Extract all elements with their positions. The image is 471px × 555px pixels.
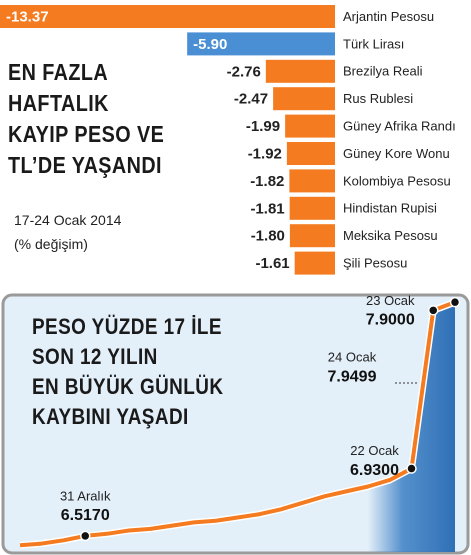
category-label: Şili Pesosu	[343, 256, 407, 271]
bar	[289, 196, 335, 220]
value-label: 6.9300	[350, 462, 399, 479]
bar	[289, 169, 335, 193]
line	[19, 300, 456, 548]
category-label: Arjantin Pesosu	[343, 9, 434, 24]
category-label: Güney Kore Wonu	[343, 146, 450, 161]
point	[428, 305, 439, 316]
date-label: 24 Ocak	[328, 350, 377, 365]
category-label: Brezilya Reali	[343, 64, 423, 79]
category-label: Kolombiya Pesosu	[343, 173, 451, 188]
value-label: -1.92	[248, 145, 282, 162]
point	[80, 530, 91, 542]
bar	[265, 59, 335, 83]
unit-note: (% değişim)	[14, 236, 88, 252]
value-label: -2.76	[227, 63, 261, 80]
bar	[187, 32, 335, 56]
date-label: 31 Aralık	[60, 488, 111, 503]
value-label: 7.9000	[366, 312, 415, 329]
chart-title: EN FAZLA HAFTALIK KAYIP PESO VE TL’DE YA…	[8, 59, 165, 178]
bar	[285, 114, 335, 138]
category-label: Meksika Pesosu	[343, 228, 438, 243]
bar	[294, 251, 335, 275]
value-label: -13.37	[6, 8, 49, 25]
value-label: -2.47	[234, 91, 268, 108]
value-label: 6.5170	[61, 507, 110, 524]
bar	[286, 142, 335, 165]
category-label: Güney Afrika Randı	[343, 119, 456, 134]
bar	[289, 224, 335, 248]
value-label: -1.80	[251, 228, 285, 245]
bar	[273, 87, 335, 111]
bar	[0, 5, 335, 28]
value-label: -1.61	[255, 255, 289, 272]
subtitle: 17-24 Ocak 2014	[14, 212, 122, 228]
category-label: Hindistan Rupisi	[343, 201, 437, 216]
value-label: -1.82	[250, 173, 284, 190]
point	[406, 463, 417, 474]
date-label: 22 Ocak	[350, 443, 399, 458]
area	[20, 302, 455, 552]
chart-title: PESO YÜZDE 17 İLE SON 12 YILIN EN BÜYÜK …	[32, 314, 224, 429]
category-label: Rus Rublesi	[343, 91, 413, 106]
point	[449, 296, 461, 308]
value-label: -1.81	[250, 200, 284, 217]
category-label: Türk Lirası	[343, 36, 404, 51]
value-label: -1.99	[246, 118, 280, 135]
date-label: 23 Ocak	[366, 293, 415, 308]
value-label: -5.90	[193, 36, 227, 53]
value-label: 7.9499	[328, 368, 377, 385]
